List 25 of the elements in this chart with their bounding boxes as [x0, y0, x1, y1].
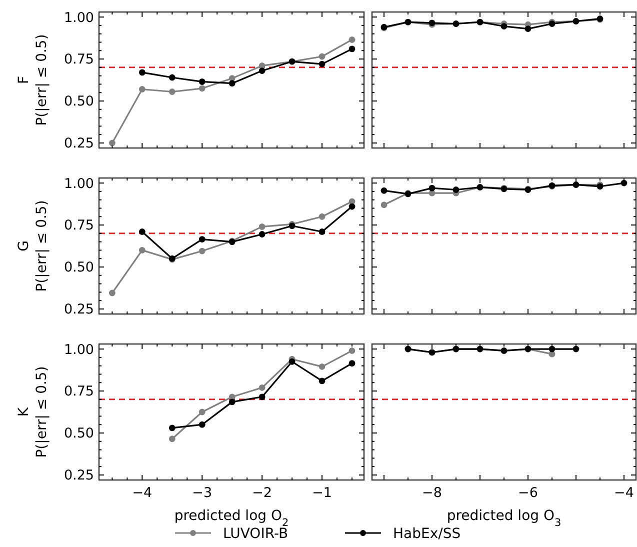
y-tick-label: 0.50: [64, 260, 94, 276]
y-tick-label: 1.00: [64, 342, 94, 358]
y-tick-label: 0.75: [64, 384, 94, 400]
x-tick-label: −4: [614, 485, 634, 501]
x-tick-label: −2: [252, 485, 272, 501]
y-tick-label: 0.25: [64, 136, 94, 152]
text: G: [16, 240, 32, 252]
y-tick-label: 0.50: [64, 426, 94, 442]
y-tick-label: 0.75: [64, 52, 94, 68]
y-axis-title: P(|err| ≤ 0.5): [34, 366, 50, 458]
x-tick-label: −1: [312, 485, 332, 501]
text: F: [16, 76, 32, 84]
y-axis-title: P(|err| ≤ 0.5): [34, 34, 50, 126]
x-tick-label: −3: [192, 485, 212, 501]
text: K: [16, 406, 32, 417]
x-tick-label: −4: [132, 485, 152, 501]
y-tick-label: 0.75: [64, 218, 94, 234]
x-tick-label: −6: [518, 485, 538, 501]
y-tick-label: 1.00: [64, 176, 94, 192]
y-tick-label: 1.00: [64, 10, 94, 26]
y-axis-title: P(|err| ≤ 0.5): [34, 200, 50, 292]
y-tick-label: 0.25: [64, 468, 94, 484]
y-tick-label: 0.50: [64, 94, 94, 110]
x-tick-label: −8: [422, 485, 442, 501]
y-tick-label: 0.25: [64, 302, 94, 318]
